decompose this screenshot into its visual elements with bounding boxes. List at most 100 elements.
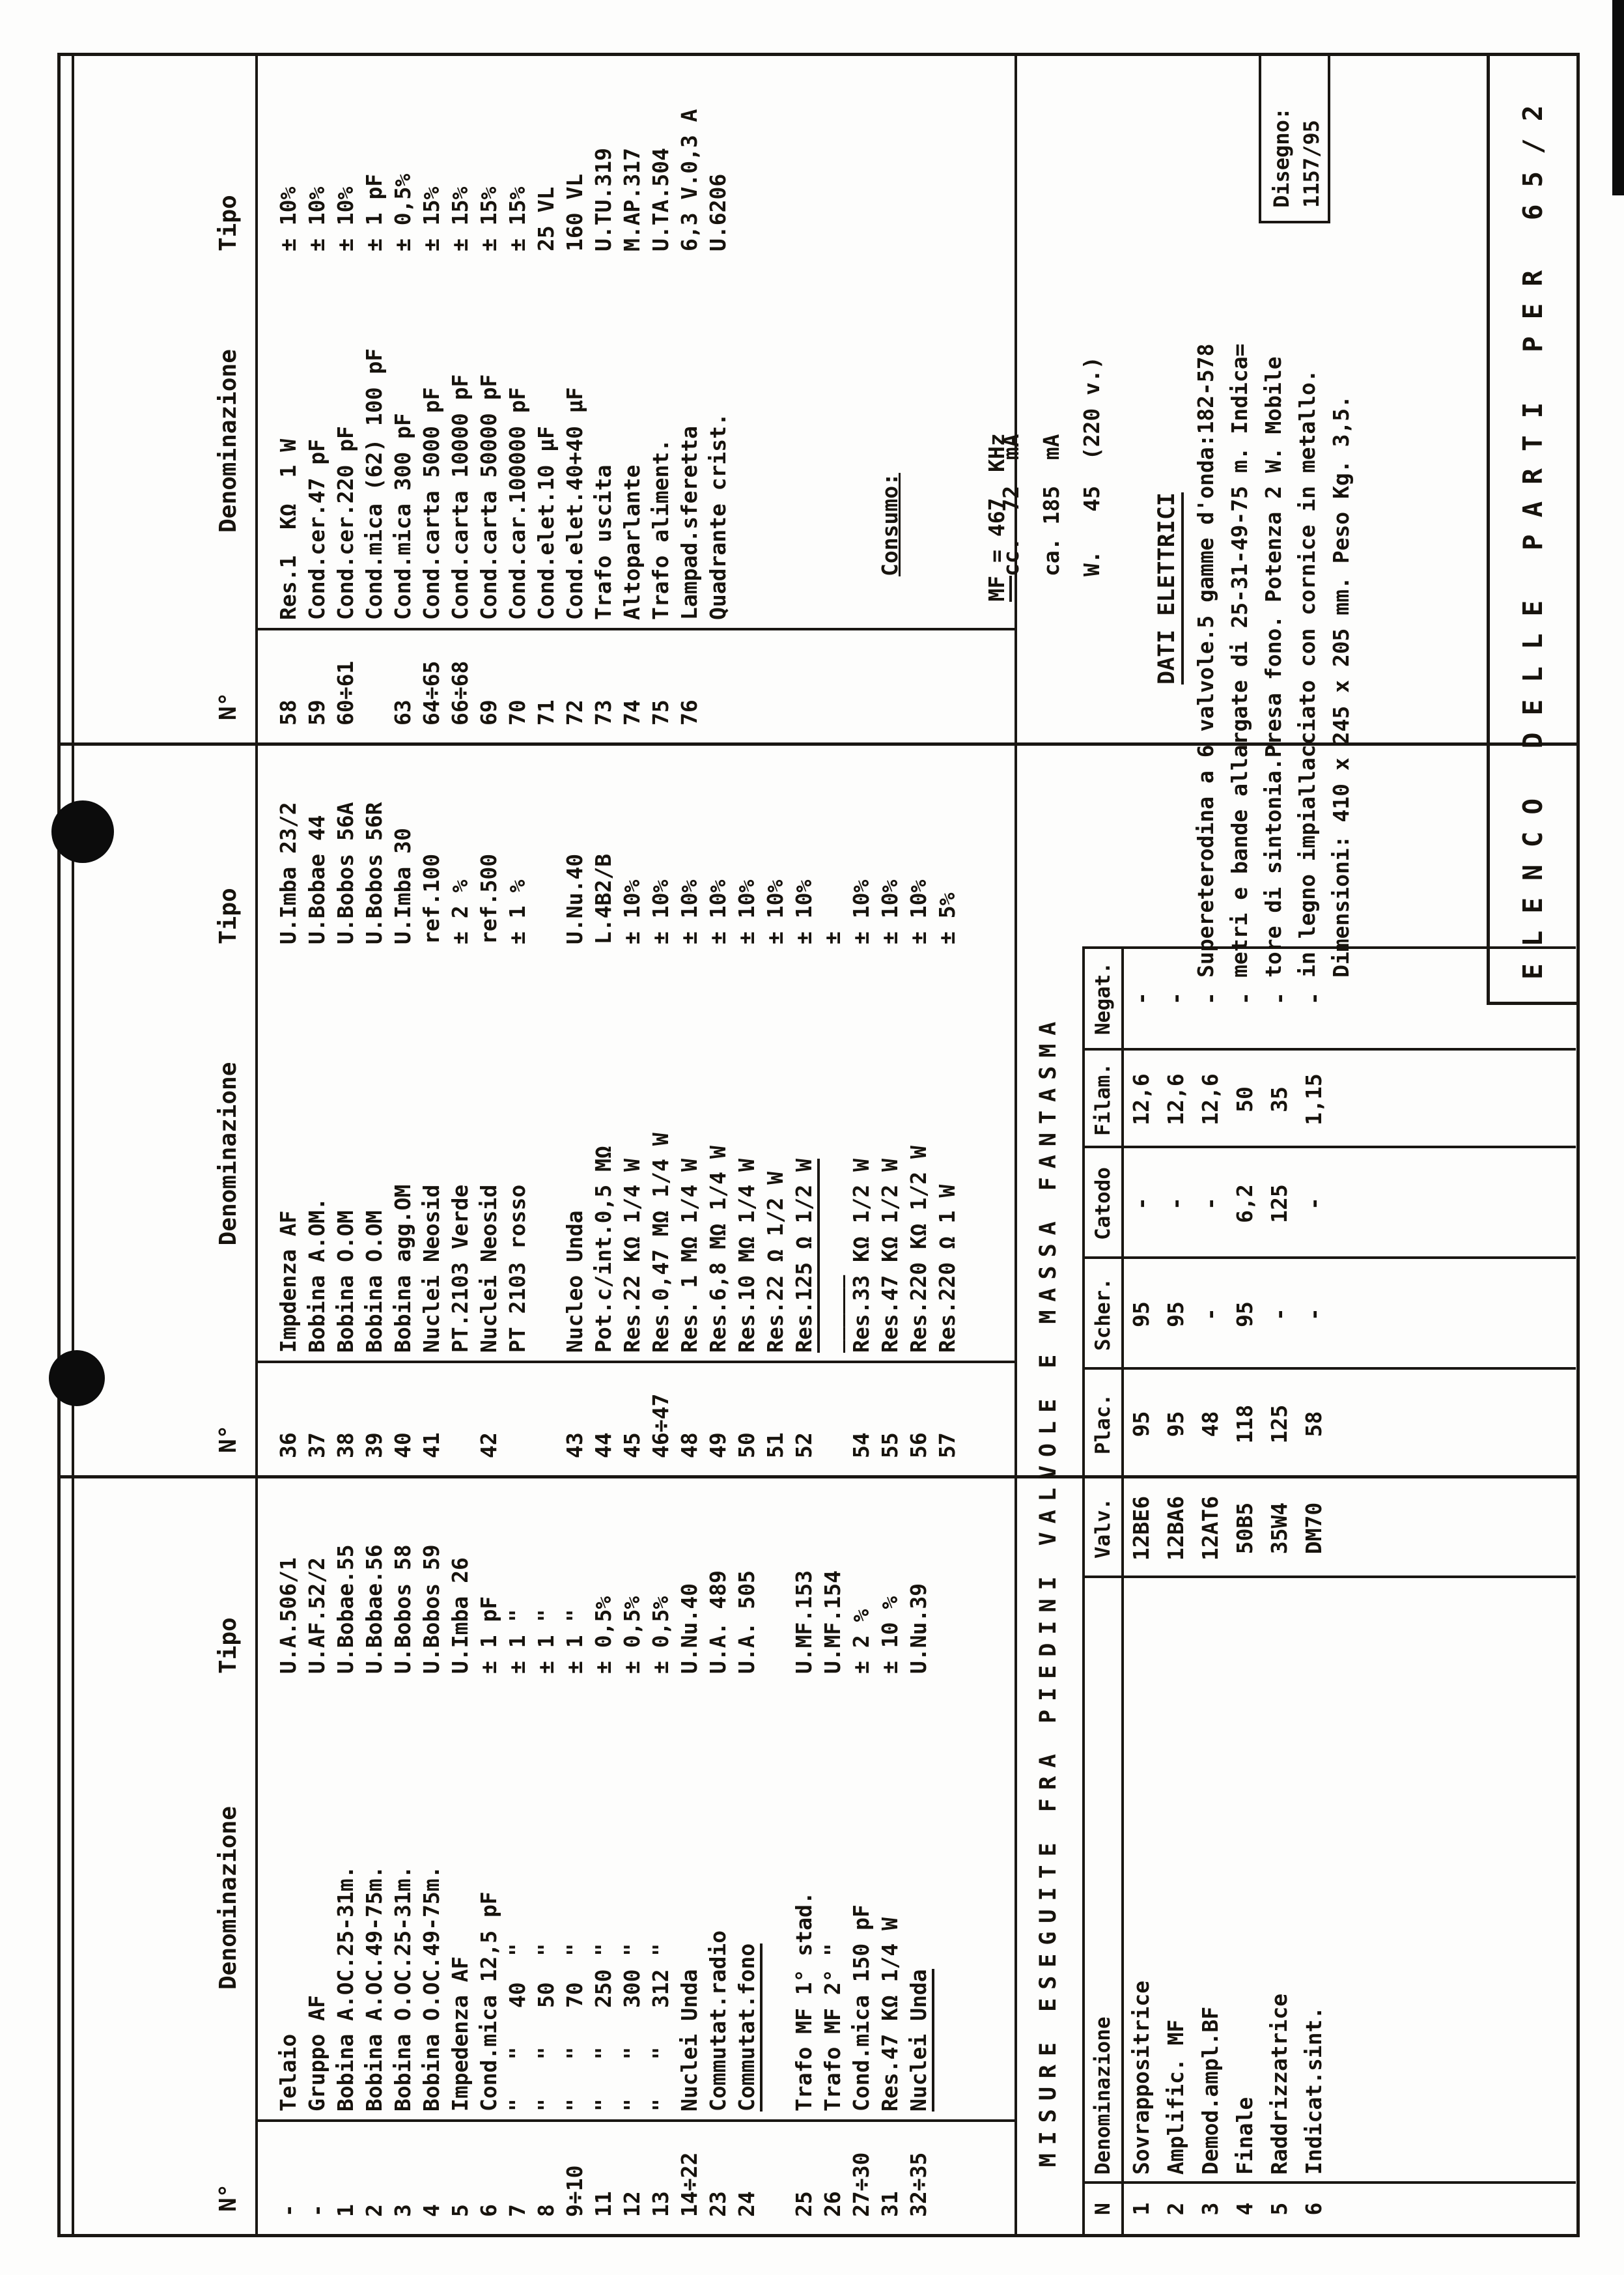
col-header-denominazione: Denominazione bbox=[215, 1062, 242, 1246]
part-row: 40 Bobina agg.OM U.Imba 30 bbox=[388, 749, 417, 1475]
part-tipo-cell: U.Bobos 59 bbox=[418, 1544, 444, 1674]
misure-cell: 2 bbox=[1163, 2202, 1188, 2216]
parts-rows: 58 Res.1 KΩ 1 W ± 10% 59 Cond.cer.47 pF ± 10%… bbox=[273, 56, 732, 742]
part-tipo-cell: U.Bobae 44 bbox=[303, 815, 329, 944]
part-denomination-cell: Commutat.fono bbox=[733, 1674, 763, 2122]
part-denomination-text: Bobina O.OC.25-31m. bbox=[389, 1865, 415, 2112]
part-denomination-cell: Impdenza AF bbox=[275, 944, 301, 1363]
part-number-cell: 45 bbox=[619, 1432, 645, 1458]
misure-cell: - bbox=[1163, 1197, 1188, 1210]
part-denomination-text: Cond.carta 5000 pF bbox=[418, 387, 444, 620]
part-row: 73 Trafo uscita U.TU.319 bbox=[589, 56, 617, 742]
part-number-cell: 43 bbox=[561, 1432, 587, 1458]
part-number-cell: 51 bbox=[762, 1432, 788, 1458]
part-denomination-text: Res.10 MΩ 1/4 W bbox=[733, 1158, 759, 1353]
part-denomination-text: Res.125 Ω 1/2 W bbox=[791, 1158, 820, 1353]
misure-col-header: Catodo bbox=[1091, 1167, 1115, 1240]
part-tipo-cell: ± 10% bbox=[905, 879, 931, 944]
part-denomination-text: " " 50 " bbox=[533, 1943, 559, 2112]
part-row: 3 Bobina O.OC.25-31m. U.Bobos 58 bbox=[388, 1478, 417, 2234]
part-row: 37 Bobina A.OM. U.Bobae 44 bbox=[302, 749, 331, 1475]
part-row: 41 Nuclei Neosid ref.100 bbox=[417, 749, 445, 1475]
part-denomination-cell: Trafo uscita bbox=[591, 251, 616, 630]
part-number-cell: 26 bbox=[819, 2191, 845, 2217]
misure-cell: Amplific. MF bbox=[1163, 2019, 1188, 2175]
part-denomination-cell: Nuclei Unda bbox=[905, 1674, 934, 2122]
group-header: N° Denominazione Tipo bbox=[215, 749, 242, 1475]
part-denomination-text: Trafo uscita bbox=[590, 464, 616, 620]
part-row: Cond.mica (62) 100 pF ± 1 pF bbox=[359, 56, 388, 742]
part-number-cell: - bbox=[303, 2204, 329, 2217]
part-tipo-cell: ± 10% bbox=[619, 879, 645, 944]
part-denomination-text: " " 70 " bbox=[561, 1943, 587, 2112]
part-tipo-cell: U.A. 505 bbox=[733, 1570, 759, 1674]
part-row: 44 Pot.c/int.0,5 MΩ L.4B2/B bbox=[589, 749, 617, 1475]
part-row: 6 Cond.mica 12,5 pF ± 1 pF bbox=[474, 1478, 503, 2234]
part-number-cell: 32÷35 bbox=[905, 2152, 931, 2217]
part-denomination-cell: Quadrante crist. bbox=[705, 251, 731, 630]
part-denomination-cell: Res.6,8 MΩ 1/4 W bbox=[705, 944, 731, 1363]
misure-cell: 12,6 bbox=[1197, 1073, 1223, 1125]
part-denomination-cell: Cond.car.100000 pF bbox=[505, 251, 530, 630]
misure-cell: Sovrappositrice bbox=[1128, 1980, 1154, 2175]
part-row: Quadrante crist. U.6206 bbox=[703, 56, 732, 742]
part-denomination-cell: Bobina A.OC.49-75m. bbox=[361, 1674, 387, 2122]
part-denomination-cell: Res.47 KΩ 1/4 W bbox=[877, 1674, 903, 2122]
part-tipo-cell: ± 2 % bbox=[848, 1609, 874, 1674]
part-denomination-cell: Impedenza AF bbox=[447, 1674, 473, 2122]
part-number-cell: 49 bbox=[705, 1432, 731, 1458]
part-number-cell: 56 bbox=[905, 1432, 931, 1458]
part-number-cell: 55 bbox=[876, 1432, 903, 1458]
col-header-num: N° bbox=[215, 2183, 242, 2212]
misure-cell: - bbox=[1301, 1308, 1326, 1321]
part-denomination-text: Res.6,8 MΩ 1/4 W bbox=[705, 1146, 731, 1353]
part-row: 64÷65 Cond.carta 5000 pF ± 15% bbox=[417, 56, 445, 742]
part-denomination-text: Nuclei Unda bbox=[676, 1969, 702, 2112]
misure-col-header: N bbox=[1091, 2203, 1115, 2215]
part-tipo-cell: ± 10% bbox=[791, 879, 817, 944]
part-number-cell: 44 bbox=[590, 1432, 616, 1458]
part-denomination-cell: Bobina O.OC.49-75m. bbox=[419, 1674, 444, 2122]
part-denomination-cell: " " 50 " bbox=[533, 1674, 559, 2122]
part-denomination-cell: Cond.carta 50000 pF bbox=[476, 251, 501, 630]
part-denomination-cell: Nuclei Unda bbox=[677, 1674, 702, 2122]
part-tipo-cell: ± 0,5% bbox=[389, 173, 415, 251]
part-denomination-cell: Res.22 KΩ 1/4 W bbox=[619, 944, 645, 1363]
part-denomination-text: Res.220 Ω 1 W bbox=[934, 1184, 960, 1353]
part-denomination-text: Impedenza AF bbox=[447, 1956, 473, 2112]
disegno-number: 1157/95 bbox=[1299, 120, 1324, 208]
part-denomination-text: Cond.mica 12,5 pF bbox=[475, 1891, 501, 2112]
part-denomination-cell: Altoparlante bbox=[619, 251, 645, 630]
dati-text-line: Dimensioni: 410 x 245 x 205 mm. Peso Kg.… bbox=[1328, 395, 1354, 978]
misure-col-line bbox=[1082, 1367, 1576, 1370]
part-number-cell: 64÷65 bbox=[418, 660, 444, 726]
part-denomination-text: PT.2103 Verde bbox=[447, 1184, 473, 1353]
part-number-cell: 48 bbox=[676, 1432, 702, 1458]
misure-cell: - bbox=[1197, 1197, 1223, 1210]
consumo-title: Consumo: bbox=[877, 473, 903, 576]
part-number-cell: 37 bbox=[303, 1432, 329, 1458]
part-denomination-cell: Cond.cer.220 pF bbox=[333, 251, 358, 630]
part-number-cell: 73 bbox=[590, 699, 616, 726]
part-tipo-cell: ± 2 % bbox=[447, 879, 473, 944]
part-denomination-cell: Lampad.sferetta bbox=[677, 251, 702, 630]
misure-cell: 5 bbox=[1267, 2202, 1292, 2216]
part-row: 48 Res. 1 MΩ 1/4 W ± 10% bbox=[675, 749, 703, 1475]
part-denomination-text: Res.33 KΩ 1/2 W bbox=[848, 1158, 874, 1353]
part-number-cell: 13 bbox=[647, 2191, 673, 2217]
misure-cell: Raddrizzatrice bbox=[1267, 1993, 1292, 2175]
part-number-cell: 2 bbox=[361, 2204, 387, 2217]
part-denomination-cell: Pot.c/int.0,5 MΩ bbox=[591, 944, 616, 1363]
misure-cell: 95 bbox=[1128, 1411, 1154, 1437]
part-denomination-cell: Res.10 MΩ 1/4 W bbox=[734, 944, 759, 1363]
part-number-cell: 8 bbox=[533, 2204, 559, 2217]
part-denomination-text: Res.47 KΩ 1/4 W bbox=[876, 1917, 903, 2112]
part-row: 75 Trafo aliment. U.TA.504 bbox=[646, 56, 675, 742]
part-denomination-cell: Telaio bbox=[275, 1674, 301, 2122]
part-denomination-cell: Cond.carta 5000 pF bbox=[419, 251, 444, 630]
part-number-cell: 38 bbox=[332, 1432, 358, 1458]
part-number-cell: 75 bbox=[647, 699, 673, 726]
part-denomination-cell: Cond.mica 300 pF bbox=[390, 251, 415, 630]
part-denomination-text: Cond.mica 150 pF bbox=[848, 1904, 874, 2112]
part-denomination-text: " " 312 " bbox=[647, 1943, 673, 2112]
